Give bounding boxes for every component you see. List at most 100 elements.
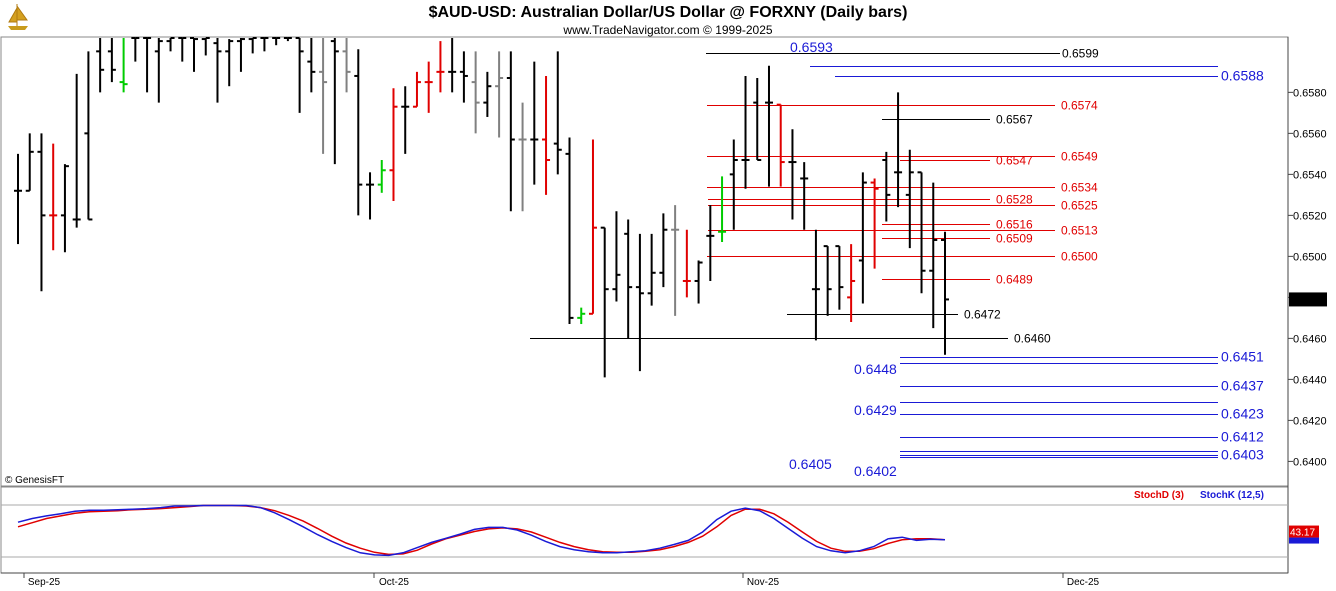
ohlc-bar bbox=[858, 172, 867, 304]
stochastic-panel: 50StochD (3)StochK (12,5)43.17 bbox=[1, 490, 1319, 558]
levels-layer: 0.6599 0.6593 0.6588 0.6574 0.6567 0.6549 0.65… bbox=[530, 39, 1264, 479]
ohlc-bar bbox=[917, 171, 926, 294]
y-axis: 0.65800.65600.65400.65200.65000.64800.64… bbox=[1288, 87, 1327, 468]
ohlc-bar bbox=[307, 38, 316, 93]
ohlc-bar bbox=[178, 37, 187, 62]
ohlc-bar bbox=[49, 143, 58, 251]
level-label: 0.6547 bbox=[996, 154, 1033, 168]
indicator-panel bbox=[0, 486, 1289, 574]
ohlc-bar bbox=[624, 219, 633, 339]
ohlc-bar bbox=[694, 260, 703, 304]
level-label: 0.6567 bbox=[996, 113, 1033, 127]
ohlc-bar bbox=[588, 139, 597, 315]
level-line: 0.6500 bbox=[707, 250, 1098, 264]
ohlc-bar bbox=[354, 49, 363, 216]
ohlc-bar bbox=[553, 51, 562, 175]
y-tick-label: 0.6500 bbox=[1293, 251, 1327, 263]
ohlc-bar bbox=[823, 245, 832, 316]
level-line: 0.6549 bbox=[707, 150, 1098, 164]
ohlc-bar bbox=[225, 39, 234, 87]
level-label: 0.6423 bbox=[1221, 406, 1264, 422]
ohlc-bar bbox=[776, 103, 785, 187]
level-label: 0.6405 bbox=[789, 456, 832, 472]
stoch-last-value: 43.17 bbox=[1290, 528, 1315, 539]
ohlc-bar bbox=[342, 38, 351, 93]
level-label: 0.6516 bbox=[996, 218, 1033, 232]
level-line: 0.6516 bbox=[882, 218, 1033, 232]
ohlc-bar bbox=[436, 41, 445, 93]
ohlc-bar bbox=[518, 102, 527, 212]
ohlc-bar bbox=[389, 88, 398, 202]
ohlc-bar bbox=[753, 78, 762, 162]
level-line: 0.6402 bbox=[854, 457, 1218, 479]
ohlc-bar bbox=[448, 38, 457, 93]
x-tick-label: Nov-25 bbox=[747, 577, 780, 588]
ohlc-bar bbox=[577, 307, 586, 325]
level-line: 0.6437 bbox=[900, 378, 1264, 394]
level-label: 0.6509 bbox=[996, 232, 1033, 246]
ohlc-bar bbox=[272, 37, 281, 46]
level-label: 0.6402 bbox=[854, 463, 897, 479]
ohlc-bar bbox=[260, 37, 269, 52]
ohlc-bar bbox=[635, 233, 644, 372]
level-line: 0.6489 bbox=[882, 273, 1033, 287]
legend-stochd: StochD (3) bbox=[1134, 490, 1184, 501]
ohlc-bar bbox=[565, 137, 574, 325]
level-label: 0.6472 bbox=[964, 308, 1001, 322]
level-label: 0.6489 bbox=[996, 273, 1033, 287]
ohlc-bar bbox=[283, 37, 292, 42]
ohlc-bar bbox=[248, 37, 257, 54]
ohlc-bar bbox=[143, 37, 152, 93]
ohlc-bar bbox=[706, 205, 715, 281]
ohlc-bar bbox=[905, 149, 914, 249]
level-line: 0.6574 bbox=[707, 99, 1098, 113]
level-line: 0.6472 bbox=[787, 308, 1001, 322]
ohlc-bar bbox=[764, 65, 773, 187]
x-tick-label: Sep-25 bbox=[28, 577, 61, 588]
y-tick-label: 0.6400 bbox=[1293, 456, 1327, 468]
ohlc-bar bbox=[542, 75, 551, 195]
ohlc-bar bbox=[729, 139, 738, 230]
x-axis: Sep-25 Oct-25 Nov-25 Dec-25 bbox=[23, 573, 1100, 588]
level-label: 0.6403 bbox=[1221, 447, 1264, 463]
ohlc-bar bbox=[671, 205, 680, 316]
ohlc-bar bbox=[929, 182, 938, 329]
ohlc-bar bbox=[941, 231, 949, 355]
level-label: 0.6593 bbox=[790, 39, 833, 55]
ohlc-bar bbox=[25, 133, 34, 192]
stochk-line bbox=[17, 504, 946, 557]
y-tick-label: 0.6520 bbox=[1293, 210, 1327, 222]
level-label: 0.6513 bbox=[1061, 224, 1098, 238]
level-line: 0.6451 bbox=[900, 349, 1264, 365]
level-line: 0.6403 bbox=[900, 447, 1264, 463]
ohlc-bar bbox=[37, 133, 46, 292]
ohlc-bar bbox=[60, 164, 69, 253]
level-line: 0.6593 bbox=[790, 39, 1218, 67]
copyright-text: © GenesisFT bbox=[5, 475, 64, 486]
ohlc-bar bbox=[366, 172, 375, 220]
level-line: 0.6412 bbox=[900, 429, 1264, 445]
ohlc-bar bbox=[96, 38, 105, 93]
logo-icon bbox=[3, 2, 33, 32]
level-label: 0.6460 bbox=[1014, 332, 1051, 346]
ohlc-bar bbox=[835, 245, 844, 310]
level-line: 0.6599 bbox=[706, 47, 1099, 61]
level-label: 0.6437 bbox=[1221, 378, 1264, 394]
ohlc-bar bbox=[600, 226, 609, 378]
x-tick-label: Dec-25 bbox=[1067, 577, 1100, 588]
x-tick-label: Oct-25 bbox=[379, 577, 409, 588]
level-label: 0.6412 bbox=[1221, 429, 1264, 445]
ohlc-bar bbox=[788, 129, 797, 220]
ohlc-bar bbox=[483, 71, 492, 117]
ohlc-bar bbox=[330, 38, 339, 165]
level-line: 0.6429 bbox=[854, 402, 1218, 418]
ohlc-bar bbox=[236, 38, 245, 72]
ohlc-bar bbox=[741, 75, 750, 189]
level-line: 0.6509 bbox=[882, 232, 1033, 246]
ohlc-bar bbox=[412, 71, 421, 108]
ohlc-bar bbox=[471, 51, 480, 134]
level-label: 0.6500 bbox=[1061, 250, 1098, 264]
level-line: 0.6567 bbox=[882, 113, 1033, 127]
level-line: 0.6588 bbox=[835, 68, 1264, 84]
